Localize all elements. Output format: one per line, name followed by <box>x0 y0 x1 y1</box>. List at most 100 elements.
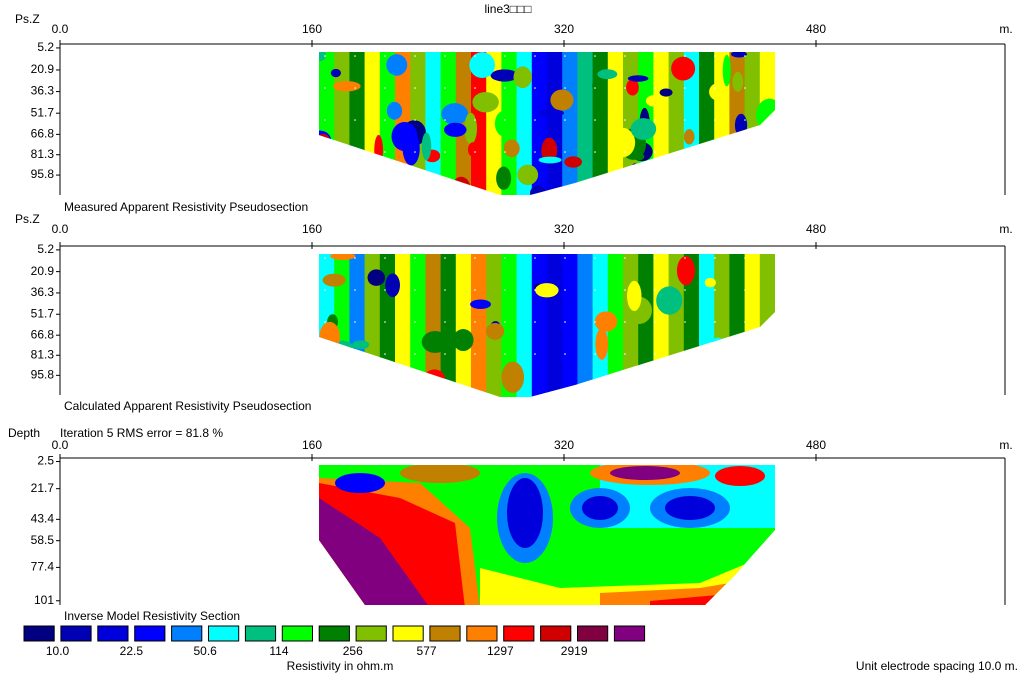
y-tick-label: 66.8 <box>31 327 55 341</box>
y-tick-label: 21.7 <box>31 481 55 495</box>
y-tick-label: 51.7 <box>31 105 55 119</box>
contour-blob <box>630 118 657 140</box>
contour-band <box>577 254 594 397</box>
contour-band <box>607 52 624 195</box>
datum-dot <box>474 257 476 259</box>
contour-blob <box>609 127 636 158</box>
contour-blob <box>730 52 747 58</box>
y-tick-label: 5.2 <box>37 242 54 256</box>
datum-dot <box>714 87 716 89</box>
legend-swatch <box>208 625 240 642</box>
datum-dot <box>624 353 626 355</box>
datum-dot <box>384 257 386 259</box>
datum-dot <box>534 119 536 121</box>
legend-swatch <box>355 625 387 642</box>
contour-blob <box>704 277 716 288</box>
datum-dot <box>444 353 446 355</box>
legend-swatch <box>540 625 572 642</box>
legend-swatch <box>60 625 92 642</box>
datum-dot <box>564 257 566 259</box>
contour-blob <box>421 331 449 353</box>
datum-dot <box>564 321 566 323</box>
model-region <box>610 466 680 480</box>
datum-dot <box>354 289 356 291</box>
window-title: line3□□□ <box>484 2 531 16</box>
datum-dot <box>654 151 656 153</box>
y-tick-label: 81.3 <box>31 147 55 161</box>
datum-dot <box>324 289 326 291</box>
y-axis-label: Depth <box>8 426 40 440</box>
datum-dot <box>384 55 386 57</box>
datum-dot <box>654 353 656 355</box>
y-tick-label: 95.8 <box>31 167 55 181</box>
datum-dot <box>624 321 626 323</box>
datum-dot <box>384 119 386 121</box>
datum-dot <box>354 321 356 323</box>
y-tick-label: 81.3 <box>31 347 55 361</box>
x-tick-label: 0.0 <box>52 22 69 36</box>
legend-label: 10.0 <box>46 644 70 658</box>
datum-dot <box>744 257 746 259</box>
model-region <box>665 496 715 520</box>
datum-dot <box>504 119 506 121</box>
x-unit: m. <box>999 22 1012 36</box>
datum-dot <box>654 257 656 259</box>
datum-dot <box>594 55 596 57</box>
contour-blob <box>452 329 474 352</box>
x-tick-label: 480 <box>806 222 826 236</box>
datum-dot <box>684 119 686 121</box>
datum-dot <box>474 119 476 121</box>
datum-dot <box>474 353 476 355</box>
datum-dot <box>504 321 506 323</box>
datum-dot <box>594 257 596 259</box>
contour-band <box>547 254 564 397</box>
datum-dot <box>744 289 746 291</box>
legend-label: 2919 <box>561 644 588 658</box>
y-tick-label: 36.3 <box>31 84 55 98</box>
contour-blob <box>367 269 386 286</box>
contour-blob <box>386 54 408 76</box>
contour-band <box>562 52 579 195</box>
contour-blob <box>627 75 649 82</box>
datum-dot <box>534 257 536 259</box>
datum-dot <box>624 87 626 89</box>
contour-blob <box>333 81 361 92</box>
datum-dot <box>324 257 326 259</box>
datum-dot <box>684 55 686 57</box>
contour-blob <box>671 56 696 81</box>
contour-blob <box>732 71 744 92</box>
contour-blob <box>441 103 469 125</box>
datum-dot <box>504 353 506 355</box>
contour-blob <box>330 254 356 260</box>
datum-dot <box>624 151 626 153</box>
datum-dot <box>594 353 596 355</box>
datum-dot <box>324 321 326 323</box>
contour-blob <box>659 88 673 97</box>
y-tick-label: 58.5 <box>31 533 55 547</box>
contour-blob <box>469 52 495 79</box>
contour-blob <box>513 66 532 89</box>
datum-dot <box>534 289 536 291</box>
datum-dot <box>744 55 746 57</box>
y-tick-label: 20.9 <box>31 62 55 76</box>
contour-blob <box>627 280 642 312</box>
legend-swatch <box>318 625 350 642</box>
contour-band <box>455 52 472 195</box>
x-tick-label: 320 <box>554 222 574 236</box>
datum-dot <box>444 151 446 153</box>
contour-band <box>577 52 594 195</box>
section-caption: Inverse Model Resistivity Section <box>64 609 240 623</box>
x-tick-label: 160 <box>302 438 322 452</box>
datum-dot <box>444 87 446 89</box>
datum-dot <box>504 151 506 153</box>
datum-dot <box>624 289 626 291</box>
contour-blob <box>496 166 512 190</box>
contour-blob <box>485 322 505 340</box>
section-image <box>319 465 775 605</box>
y-tick-label: 95.8 <box>31 368 55 382</box>
model-region <box>335 473 385 493</box>
y-axis-label: Ps.Z <box>15 12 40 26</box>
datum-dot <box>414 119 416 121</box>
contour-blob <box>464 112 477 145</box>
datum-dot <box>654 321 656 323</box>
